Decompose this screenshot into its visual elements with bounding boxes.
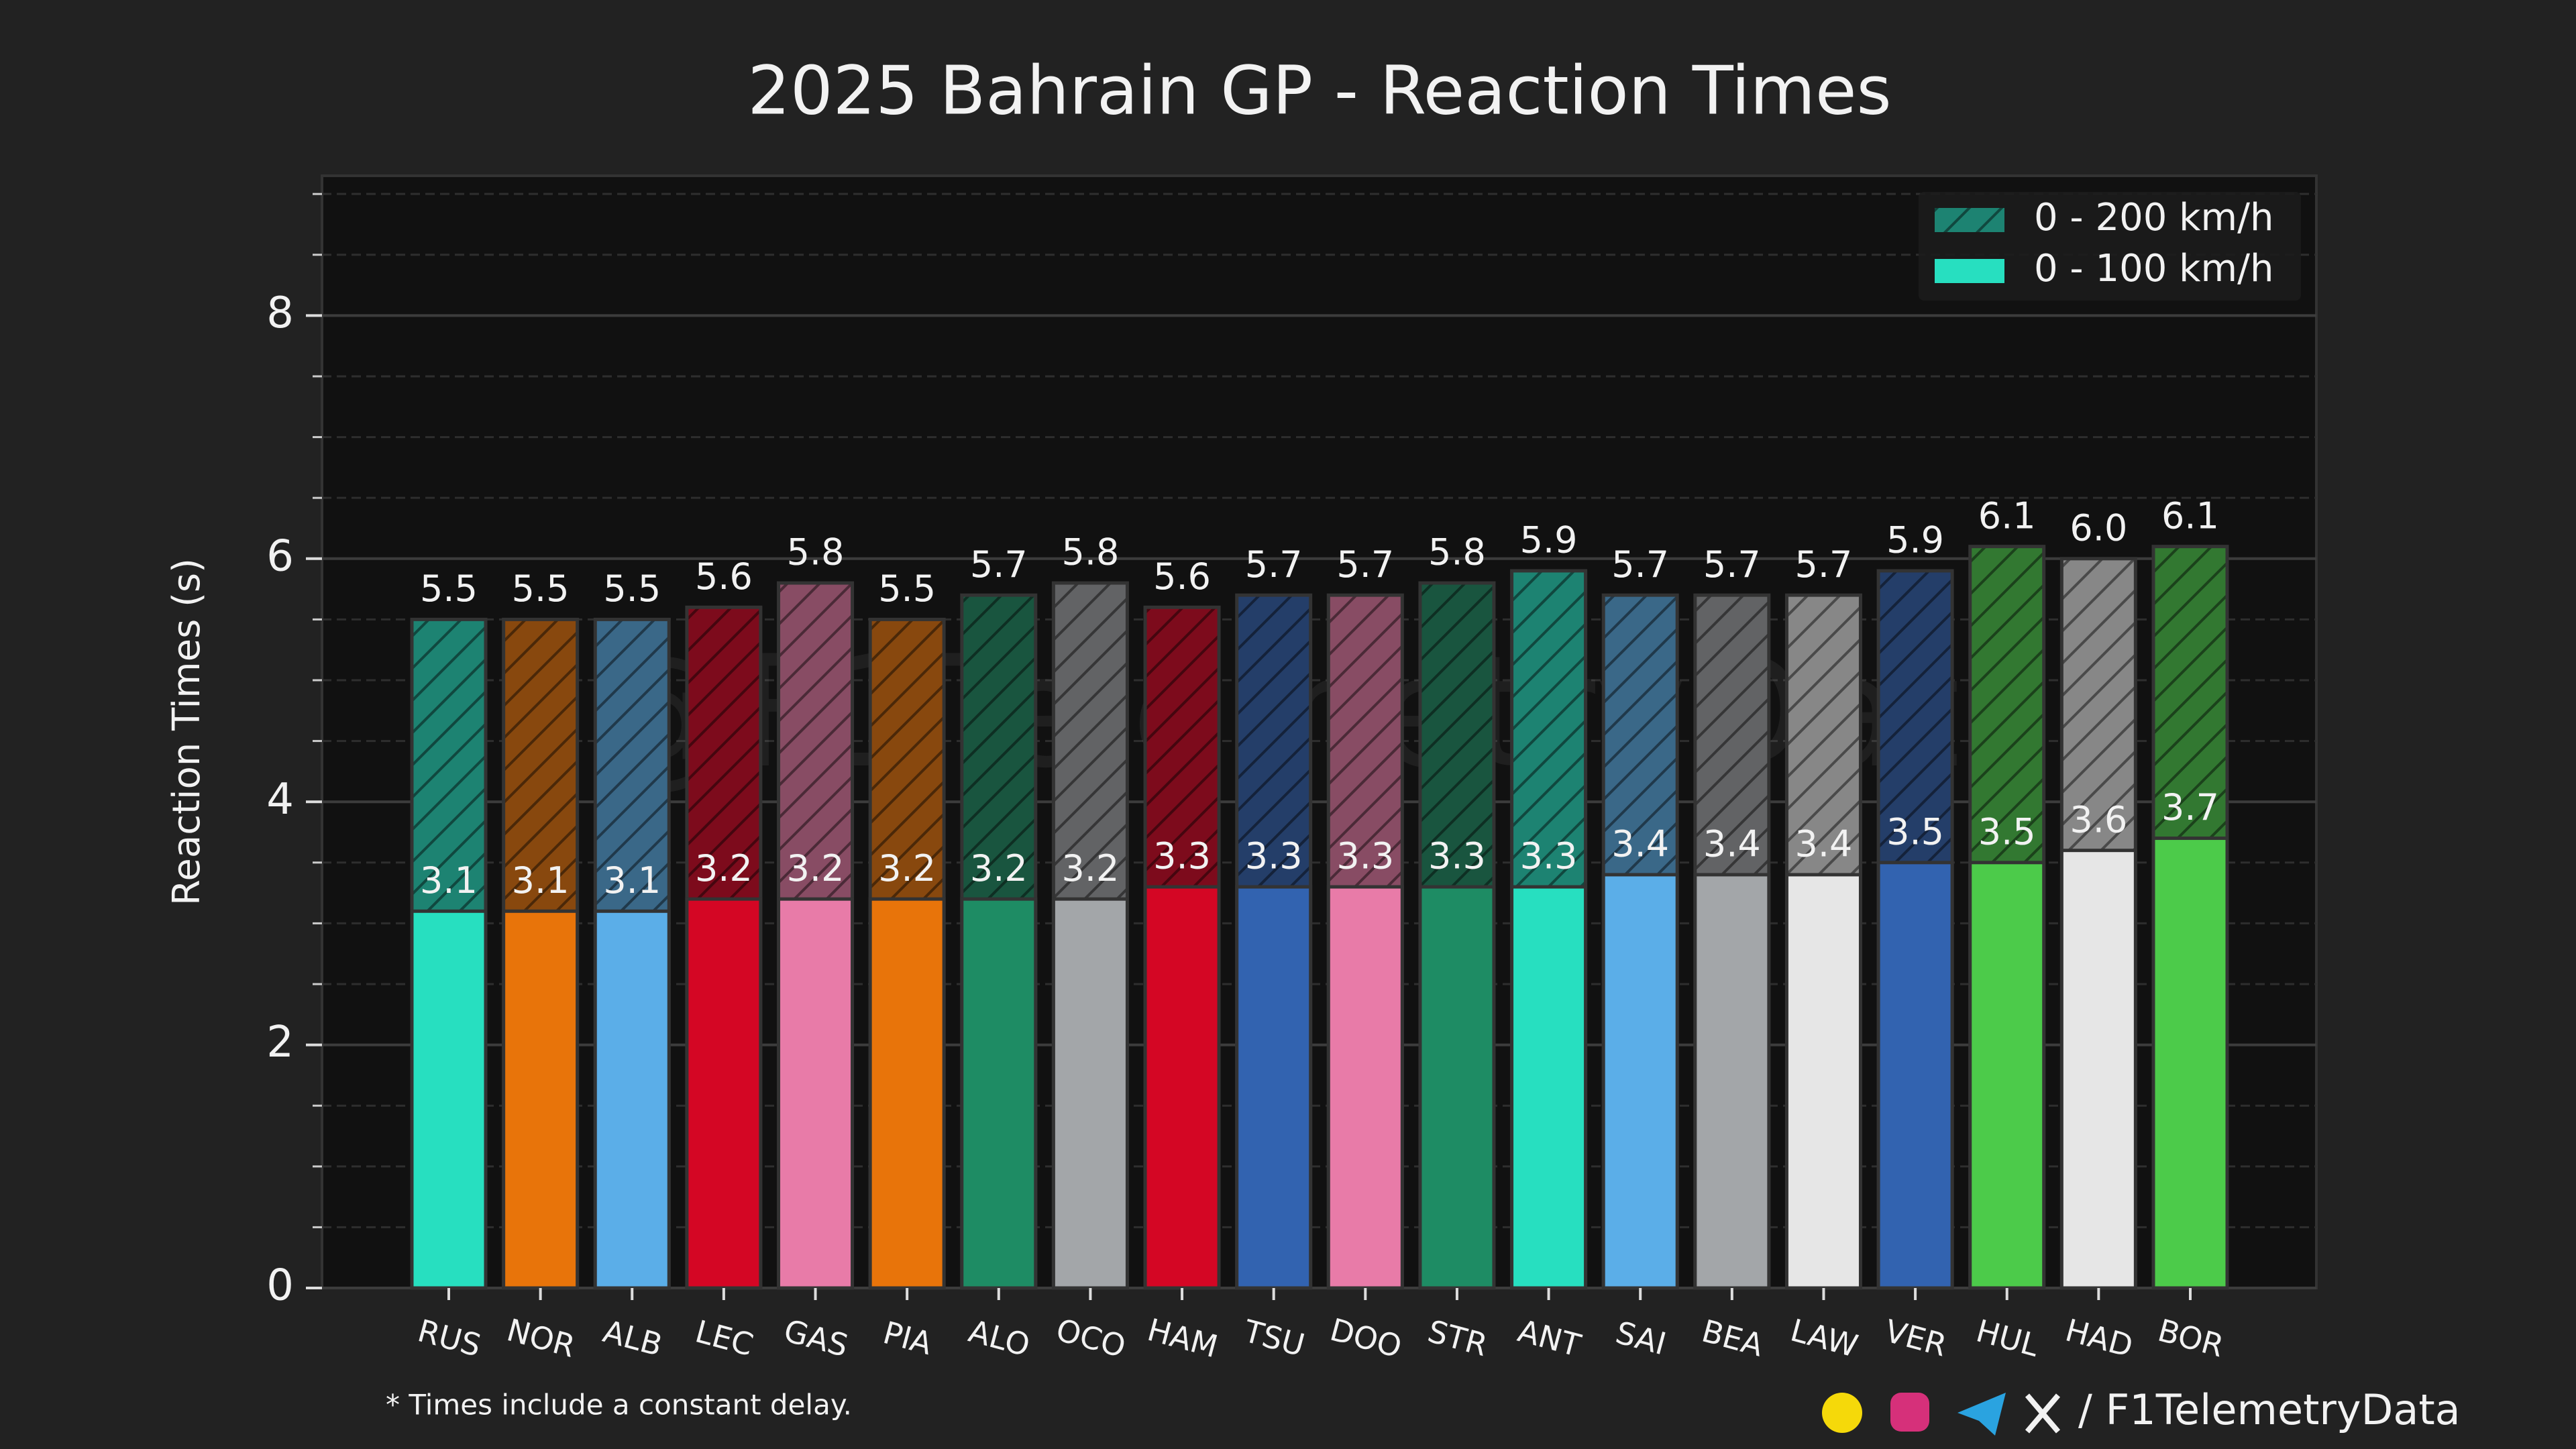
legend-box <box>1919 192 2301 301</box>
bar <box>1876 861 1954 1290</box>
value-label: 5.5 <box>878 568 936 610</box>
value-label: 5.8 <box>1061 531 1119 574</box>
value-label: 5.7 <box>1795 543 1853 586</box>
bar <box>2059 849 2137 1290</box>
value-label: 3.2 <box>695 847 753 890</box>
value-label: 3.5 <box>1978 810 2036 853</box>
value-label: 5.8 <box>787 531 845 574</box>
value-label: 3.3 <box>1428 835 1486 877</box>
legend-swatch <box>1935 208 2004 232</box>
chart-title: 2025 Bahrain GP - Reaction Times <box>747 51 1891 129</box>
value-label: 6.0 <box>2070 506 2127 549</box>
value-label: 3.2 <box>787 847 845 890</box>
value-label: 3.3 <box>1520 835 1578 877</box>
value-label: 3.4 <box>1611 823 1669 865</box>
bar <box>502 909 580 1290</box>
bar <box>868 897 946 1290</box>
value-label: 5.5 <box>603 568 661 610</box>
credit: / F1TelemetryData <box>2078 1385 2461 1434</box>
value-label: 5.9 <box>1520 519 1578 561</box>
value-label: 3.4 <box>1795 823 1853 865</box>
bar <box>1693 873 1771 1290</box>
value-label: 5.7 <box>1245 543 1303 586</box>
y-tick-label: 6 <box>266 531 294 581</box>
value-label: 3.5 <box>1886 810 1944 853</box>
bar <box>1601 873 1679 1290</box>
bar <box>1051 897 1129 1290</box>
value-label: 6.1 <box>1978 494 2036 537</box>
legend: 0 - 200 km/h 0 - 100 km/h <box>1919 192 2301 301</box>
value-label: 5.5 <box>512 568 570 610</box>
footnote: * Times include a constant delay. <box>386 1389 852 1421</box>
value-label: 3.1 <box>420 859 478 902</box>
value-label: 5.7 <box>1336 543 1394 586</box>
value-label: 5.6 <box>695 555 753 598</box>
bar <box>1510 885 1588 1290</box>
x-icon <box>2025 1393 2061 1434</box>
bar <box>960 897 1038 1290</box>
value-label: 5.7 <box>1703 543 1761 586</box>
value-label: 3.6 <box>2070 798 2127 841</box>
value-label: 3.3 <box>1336 835 1394 877</box>
value-label: 5.8 <box>1428 531 1486 574</box>
value-label: 3.2 <box>1061 847 1119 890</box>
telegram-icon <box>1957 1393 2006 1436</box>
instagram-icon <box>1890 1393 1929 1432</box>
value-label: 3.2 <box>878 847 936 890</box>
bar <box>1784 873 1862 1290</box>
value-label: 6.1 <box>2161 494 2219 537</box>
value-label: 3.1 <box>603 859 661 902</box>
bar <box>593 909 671 1290</box>
value-label: 5.5 <box>420 568 478 610</box>
value-label: 5.7 <box>970 543 1028 586</box>
legend-swatch <box>1935 259 2004 283</box>
y-tick-label: 8 <box>266 288 294 338</box>
y-axis-label: Reaction Times (s) <box>165 558 209 906</box>
value-label: 5.6 <box>1153 555 1211 598</box>
bar <box>685 897 763 1290</box>
legend-label: 0 - 100 km/h <box>2034 247 2273 290</box>
value-label: 3.4 <box>1703 823 1761 865</box>
bar <box>777 897 855 1290</box>
y-tick-label: 0 <box>266 1261 294 1311</box>
value-label: 3.1 <box>512 859 570 902</box>
value-label: 3.3 <box>1245 835 1303 877</box>
bar <box>1326 885 1404 1290</box>
legend-label: 0 - 200 km/h <box>2034 196 2273 239</box>
bar <box>1968 861 2046 1290</box>
bar <box>1418 885 1496 1290</box>
bar <box>1143 885 1221 1290</box>
y-tick-label: 4 <box>266 775 294 824</box>
bar <box>2151 837 2229 1290</box>
value-label: 5.7 <box>1611 543 1669 586</box>
y-tick-label: 2 <box>266 1018 294 1067</box>
value-label: 3.2 <box>970 847 1028 890</box>
bar <box>1235 885 1313 1290</box>
value-label: 3.3 <box>1153 835 1211 877</box>
bar <box>410 909 488 1290</box>
value-label: 5.9 <box>1886 519 1944 561</box>
coffee-icon <box>1822 1393 1862 1433</box>
bars: 5.53.1RUS5.53.1NOR5.53.1ALB5.63.2LEC5.83… <box>410 494 2229 1365</box>
social-icons <box>1822 1393 2061 1436</box>
value-label: 3.7 <box>2161 786 2219 828</box>
